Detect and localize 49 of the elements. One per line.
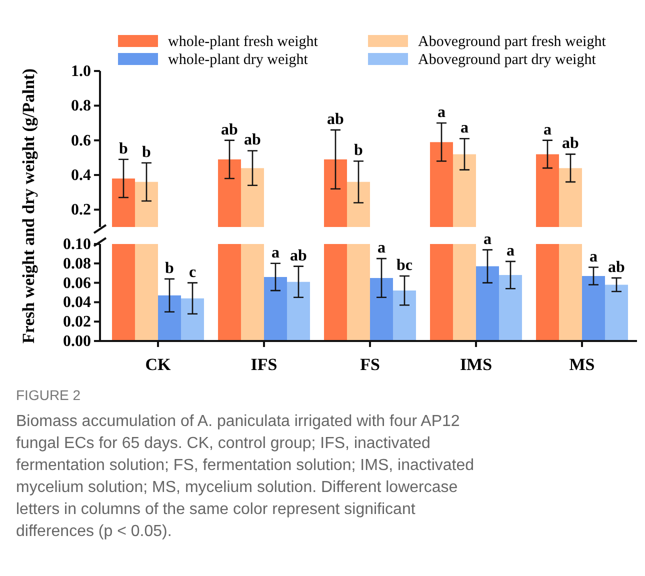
y-tick-label: 0.08 (63, 255, 91, 272)
bar (499, 275, 522, 341)
annotation: b (354, 142, 364, 160)
annotation: b (165, 260, 174, 277)
legend-label: Aboveground part fresh weight (418, 34, 607, 50)
annotation: a (484, 230, 492, 248)
y-tick-label: 0.06 (63, 274, 91, 292)
legend-label: whole-plant dry weight (168, 52, 309, 68)
annotation: a (378, 240, 386, 257)
y-tick-label: 0.8 (71, 98, 91, 115)
y-tick-label: 0.02 (63, 314, 91, 331)
x-tick-label: CK (145, 355, 172, 374)
annotation: c (188, 264, 196, 281)
legend-label: whole-plant fresh weight (168, 34, 319, 50)
bar (605, 284, 628, 341)
y-axis-title: Fresh weight and dry weight (g/Palnt) (19, 68, 38, 344)
annotation: a (438, 104, 446, 121)
x-tick-label: FS (360, 355, 380, 374)
annotation: b (142, 144, 152, 161)
y-tick-label: 0.04 (63, 294, 91, 312)
annotation: ab (608, 258, 626, 276)
annotation: a (272, 244, 280, 262)
caption: FIGURE 2 (16, 387, 81, 403)
bar (393, 290, 416, 341)
bar (287, 282, 310, 341)
annotation: a (590, 248, 598, 266)
y-tick-label: 0.10 (63, 236, 91, 253)
y-tick-label: 0.00 (63, 333, 91, 350)
text: Biomass accumulation of A. paniculata irrigated with four AP12 fungal ECs for 65 days. CK, control group; IFS, inactivated fermentation solution; FS, fermentation solution; IMS, inactivated mycelium solution; MS, mycelium solution. Different lowercase letters in columns of the same color represent significant differences (p < 0.05). (16, 413, 474, 540)
annotation: ab (244, 132, 262, 149)
y-tick-label: 0.2 (71, 202, 91, 219)
annotation: ab (221, 121, 238, 138)
annotation: bc (396, 257, 412, 274)
y-tick-label: 1.0 (71, 63, 91, 80)
annotation: ab (562, 135, 580, 152)
annotation: a (460, 120, 468, 137)
annotation: ab (327, 110, 344, 128)
annotation: ab (290, 247, 308, 264)
y-tick-label: 0.4 (71, 167, 91, 184)
x-tick-label: MS (569, 355, 595, 374)
legend-label: Aboveground part dry weight (418, 52, 597, 68)
x-tick-label: IMS (460, 355, 492, 374)
annotation: a (506, 242, 514, 260)
bar (158, 295, 181, 341)
bar (181, 298, 204, 341)
y-tick-label: 0.6 (71, 132, 91, 150)
annotation: a (544, 121, 552, 138)
x-tick-label: IFS (250, 355, 278, 374)
annotation: b (119, 140, 128, 158)
